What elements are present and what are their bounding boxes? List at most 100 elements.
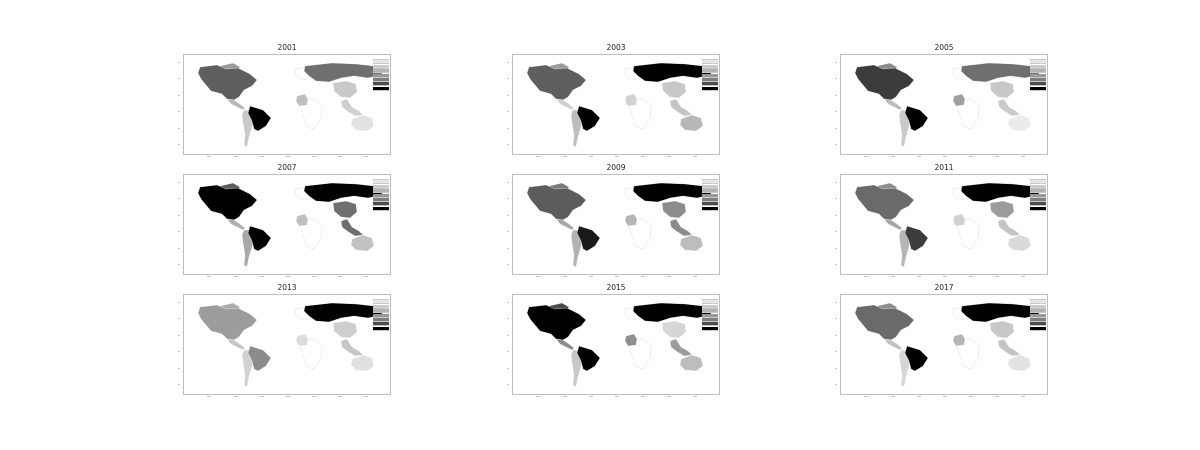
x-tick [864,276,868,277]
legend-swatch [373,322,389,327]
x-tick [589,276,593,277]
y-tick [507,128,509,129]
y-tick [178,95,180,96]
legend-swatch [373,197,389,202]
legend-swatch [702,304,718,309]
x-axis-ticks [183,274,389,280]
x-tick [563,276,567,277]
region-china [661,320,687,339]
region-central-america [555,218,575,231]
map-frame [512,174,720,275]
region-china [332,320,358,339]
x-tick [615,276,619,277]
legend-swatch [702,193,718,198]
region-brazil [576,345,601,372]
legend-swatch [373,202,389,207]
x-axis-ticks [840,394,1046,400]
legend-swatch [1030,77,1046,82]
x-axis-ticks [512,394,718,400]
legend-swatch [373,73,389,78]
region-brazil [904,105,929,132]
x-tick [943,276,947,277]
x-tick [312,156,316,157]
legend-swatch [1030,86,1046,91]
legend-swatch [1030,69,1046,74]
legend-swatch [373,82,389,87]
legend-swatch [702,202,718,207]
choropleth-map [526,302,715,388]
choropleth-map [854,302,1043,388]
y-tick [507,351,509,352]
x-tick [693,156,697,157]
region-australia [1007,234,1032,252]
x-tick [1021,396,1025,397]
region-north-america [197,64,258,101]
map-legend [1030,176,1046,211]
legend-swatch [1030,64,1046,69]
y-tick [507,335,509,336]
choropleth-map [197,182,386,268]
legend-swatch [702,317,718,322]
y-tick [835,351,837,352]
y-tick [507,198,509,199]
legend-swatch [373,296,389,300]
region-australia [350,234,375,252]
legend-swatch [373,309,389,314]
region-brazil [576,225,601,252]
x-tick [286,276,290,277]
x-tick [1021,276,1025,277]
x-axis-ticks [183,154,389,160]
x-tick [536,396,540,397]
y-tick [178,351,180,352]
region-se-asia [340,218,364,237]
y-tick [835,231,837,232]
x-tick [891,396,895,397]
legend-swatch [1030,313,1046,318]
panel-title: 2005 [934,43,954,52]
legend-swatch [373,326,389,331]
x-tick [667,156,671,157]
legend-swatch [1030,322,1046,327]
choropleth-map [526,182,715,268]
y-tick [835,78,837,79]
y-tick [178,302,180,303]
x-tick [364,276,368,277]
y-tick [507,182,509,183]
region-australia [679,234,704,252]
legend-swatch [702,77,718,82]
region-australia [1007,114,1032,132]
region-middle-east [952,93,966,107]
x-tick [943,156,947,157]
region-middle-east [295,213,309,227]
panel-title: 2001 [277,43,297,52]
y-tick [178,231,180,232]
y-tick [178,62,180,63]
legend-swatch [702,189,718,194]
choropleth-map [854,182,1043,268]
map-panel-2017: 2017 [835,283,1048,411]
map-legend [702,56,718,91]
x-axis-ticks [512,274,718,280]
x-tick [286,156,290,157]
region-africa [299,218,323,250]
region-africa [299,98,323,130]
x-tick [969,156,973,157]
legend-swatch [1030,326,1046,331]
y-tick [835,335,837,336]
map-panel-2011: 2011 [835,163,1048,291]
y-tick [835,302,837,303]
legend-swatch [702,82,718,87]
region-russia [960,62,1043,83]
y-tick [178,198,180,199]
region-australia [350,114,375,132]
y-tick [507,111,509,112]
region-central-america [226,338,246,351]
y-tick [835,318,837,319]
legend-swatch [702,56,718,60]
region-north-america [854,184,915,221]
region-africa [956,98,980,130]
y-tick [507,62,509,63]
x-tick [338,276,342,277]
choropleth-map [854,62,1043,148]
y-tick [178,318,180,319]
